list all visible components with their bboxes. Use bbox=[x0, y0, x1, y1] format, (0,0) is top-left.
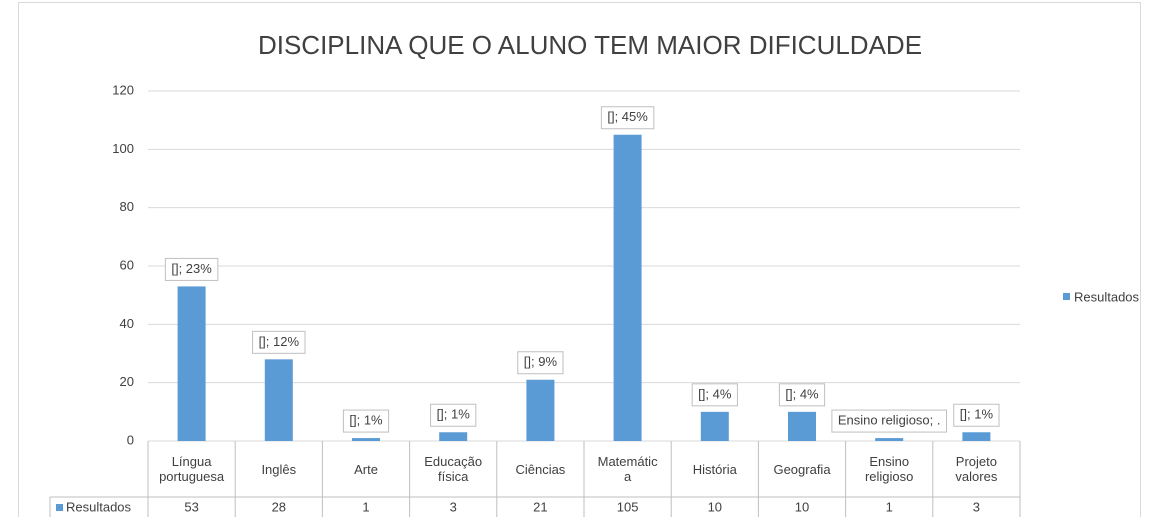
data-label: []; 45% bbox=[607, 109, 648, 124]
chart-title: DISCIPLINA QUE O ALUNO TEM MAIOR DIFICUL… bbox=[258, 30, 922, 60]
data-label-box bbox=[691, 383, 738, 407]
data-label-box bbox=[778, 383, 826, 407]
bar bbox=[352, 438, 380, 441]
table-value: 10 bbox=[795, 499, 809, 514]
data-label: []; 1% bbox=[960, 407, 994, 422]
x-tick-label: Ensino religioso bbox=[864, 454, 914, 484]
data-label: []; 1% bbox=[349, 413, 383, 428]
bar bbox=[962, 432, 991, 441]
table-value: 28 bbox=[272, 499, 286, 514]
table-value: 10 bbox=[708, 499, 722, 514]
x-tick-label: Matemática bbox=[597, 454, 658, 484]
data-label-box bbox=[953, 403, 1000, 427]
y-tick-label: 80 bbox=[120, 199, 134, 214]
x-tick-label: Educação física bbox=[424, 454, 483, 484]
table-series-name: Resultados bbox=[66, 499, 132, 514]
data-label: []; 1% bbox=[437, 407, 471, 422]
x-tick-label: Arte bbox=[354, 461, 378, 477]
table-value: 1 bbox=[886, 499, 893, 514]
data-label: Ensino religioso; . bbox=[838, 413, 941, 428]
bar bbox=[439, 432, 468, 441]
data-label-box bbox=[252, 330, 306, 354]
table-value: 3 bbox=[973, 499, 980, 514]
bar bbox=[264, 359, 293, 441]
y-tick-label: 20 bbox=[120, 374, 134, 389]
y-tick-label: 100 bbox=[112, 141, 134, 156]
data-label-box bbox=[430, 403, 477, 427]
table-value: 3 bbox=[450, 499, 457, 514]
x-tick-label: Projeto valores bbox=[955, 454, 998, 484]
data-label: []; 9% bbox=[524, 354, 558, 369]
data-label-box bbox=[831, 409, 948, 433]
legend-key bbox=[56, 504, 63, 511]
bar bbox=[700, 411, 729, 441]
data-label: []; 4% bbox=[785, 386, 819, 401]
data-label-box bbox=[517, 351, 564, 375]
data-label: []; 12% bbox=[259, 334, 300, 349]
bar bbox=[788, 411, 816, 441]
table-value: 1 bbox=[362, 499, 369, 514]
bar bbox=[526, 379, 555, 441]
data-label-box bbox=[600, 106, 655, 130]
data-label: []; 4% bbox=[698, 386, 732, 401]
y-tick-label: 40 bbox=[120, 316, 134, 331]
bar bbox=[177, 286, 206, 441]
bar bbox=[613, 134, 642, 441]
table-value: 53 bbox=[184, 499, 198, 514]
table-value: 105 bbox=[617, 499, 639, 514]
data-label: []; 23% bbox=[171, 261, 212, 276]
y-tick-label: 120 bbox=[112, 82, 134, 97]
legend-key bbox=[1063, 293, 1070, 300]
data-label-box bbox=[342, 409, 390, 433]
data-label-box bbox=[164, 257, 219, 281]
bar bbox=[875, 438, 904, 441]
x-tick-label: Inglês bbox=[261, 461, 297, 477]
x-tick-label: Geografia bbox=[773, 461, 831, 477]
x-tick-label: História bbox=[692, 461, 737, 477]
x-tick-label: Língua portuguesa bbox=[159, 454, 225, 484]
y-tick-label: 60 bbox=[120, 257, 134, 272]
legend-label: Resultados bbox=[1074, 289, 1140, 304]
y-tick-label: 0 bbox=[127, 432, 134, 447]
x-tick-label: Ciências bbox=[515, 461, 566, 477]
table-value: 21 bbox=[533, 499, 547, 514]
chart-border bbox=[18, 2, 1141, 517]
